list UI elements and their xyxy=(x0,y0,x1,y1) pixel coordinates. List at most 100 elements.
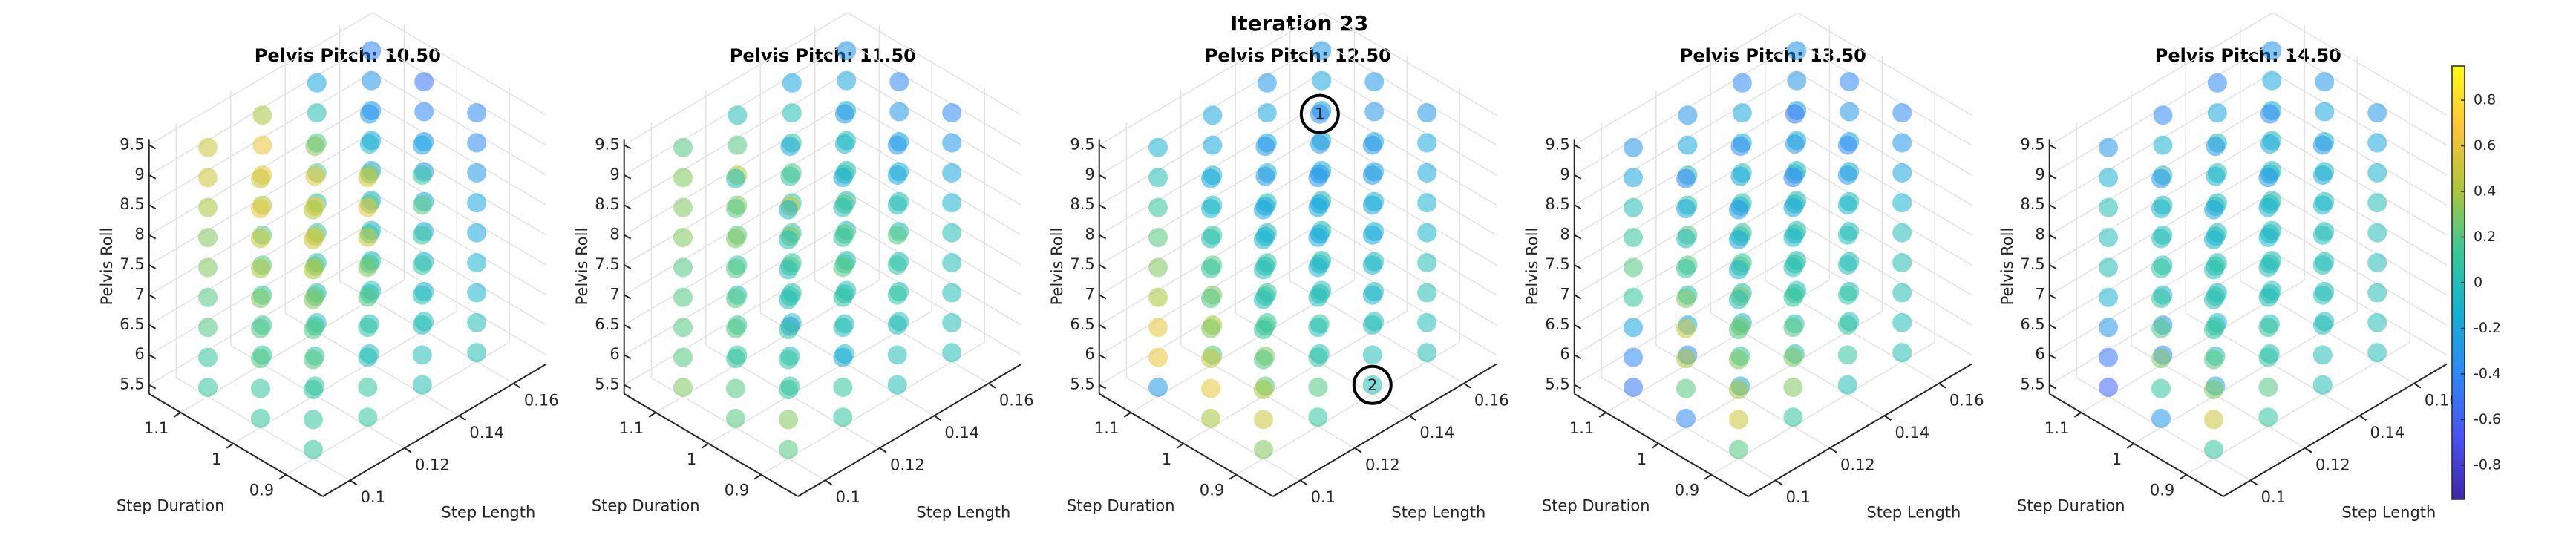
y-tick-label: 1.1 xyxy=(619,419,644,437)
point xyxy=(1837,225,1857,245)
point xyxy=(673,197,693,217)
point xyxy=(1676,318,1696,338)
point xyxy=(1257,73,1277,93)
grid-line xyxy=(2272,191,2448,296)
grid-line xyxy=(148,12,373,146)
point xyxy=(1837,375,1857,395)
y-axis-label: Step Duration xyxy=(1067,496,1175,514)
z-tick xyxy=(148,294,157,300)
point xyxy=(2151,168,2171,188)
point xyxy=(780,166,800,186)
z-tick-label: 6 xyxy=(1085,345,1094,363)
annotation-label: 1 xyxy=(1315,105,1324,123)
grid-line xyxy=(2272,252,2448,356)
point xyxy=(1148,287,1168,307)
point xyxy=(942,193,962,213)
z-tick-label: 6.5 xyxy=(120,315,144,333)
point xyxy=(1730,137,1750,157)
point xyxy=(942,343,962,363)
x-axis-label: Step Length xyxy=(441,503,535,521)
grid-line xyxy=(1322,102,1497,206)
point xyxy=(467,103,487,123)
point xyxy=(197,257,218,278)
point xyxy=(2099,378,2119,398)
grid-line xyxy=(1322,222,1497,326)
point xyxy=(303,260,323,280)
point xyxy=(1783,257,1803,278)
point xyxy=(778,289,798,309)
point xyxy=(1417,283,1437,303)
point xyxy=(412,345,432,365)
point xyxy=(2099,287,2119,307)
point xyxy=(197,227,218,247)
z-tick xyxy=(148,324,157,329)
z-tick-label: 7.5 xyxy=(1545,255,1569,273)
grid-line xyxy=(1574,12,1799,146)
grid-line xyxy=(847,72,1022,176)
point xyxy=(1257,103,1277,123)
point xyxy=(412,225,432,245)
point xyxy=(1362,165,1382,185)
point xyxy=(1728,260,1748,280)
point xyxy=(358,377,378,397)
point xyxy=(778,439,798,459)
point xyxy=(359,104,379,124)
point xyxy=(303,229,323,249)
annotation-circle xyxy=(1352,364,1393,405)
z-tick-label: 8 xyxy=(609,226,619,243)
z-tick-label: 6.5 xyxy=(1545,315,1569,333)
point xyxy=(2312,315,2333,335)
grid-line xyxy=(847,252,1022,356)
z-tick-label: 7 xyxy=(1560,285,1569,303)
z-tick xyxy=(624,264,632,269)
point xyxy=(412,165,432,185)
point xyxy=(1624,287,1644,307)
point xyxy=(1892,163,1912,183)
z-tick-label: 9.5 xyxy=(120,135,144,153)
point xyxy=(1624,197,1644,217)
point xyxy=(358,257,378,278)
point xyxy=(252,105,272,125)
colorbar-tick-label: -0.4 xyxy=(2474,365,2501,381)
y-tick xyxy=(1598,412,1606,418)
x-tick xyxy=(1463,382,1471,389)
point xyxy=(1892,253,1912,273)
z-tick xyxy=(624,354,632,360)
point xyxy=(887,285,907,305)
y-tick xyxy=(278,473,287,480)
x-tick xyxy=(1883,415,1892,421)
z-tick-label: 8 xyxy=(2035,226,2044,243)
point xyxy=(1732,103,1752,123)
point xyxy=(1362,285,1382,305)
z-tick-label: 9 xyxy=(134,165,144,183)
point xyxy=(1362,315,1382,335)
point xyxy=(2099,197,2119,217)
point xyxy=(1203,105,1223,125)
point xyxy=(1837,285,1857,305)
z-tick xyxy=(2049,144,2057,150)
point xyxy=(1308,197,1328,217)
point xyxy=(1200,318,1220,338)
z-tick xyxy=(624,384,632,390)
x-tick xyxy=(2304,447,2312,453)
point xyxy=(2099,168,2119,188)
point xyxy=(1148,257,1168,278)
point xyxy=(673,318,693,338)
point xyxy=(358,318,378,338)
point xyxy=(412,135,432,155)
point xyxy=(2203,379,2223,399)
colorbar-tick-label: -0.8 xyxy=(2474,456,2501,473)
point xyxy=(942,312,962,332)
point xyxy=(1148,318,1168,338)
y-tick-label: 1.1 xyxy=(1569,419,1594,437)
point xyxy=(1253,410,1273,430)
y-tick-label: 1 xyxy=(1637,450,1647,468)
z-tick-label: 7 xyxy=(134,285,144,303)
point xyxy=(1787,41,1807,61)
grid-line xyxy=(1710,341,1935,476)
point xyxy=(1148,227,1168,247)
point xyxy=(2312,225,2333,245)
x-axis xyxy=(1272,363,1497,497)
grid-line xyxy=(1322,252,1497,356)
point xyxy=(833,227,853,247)
